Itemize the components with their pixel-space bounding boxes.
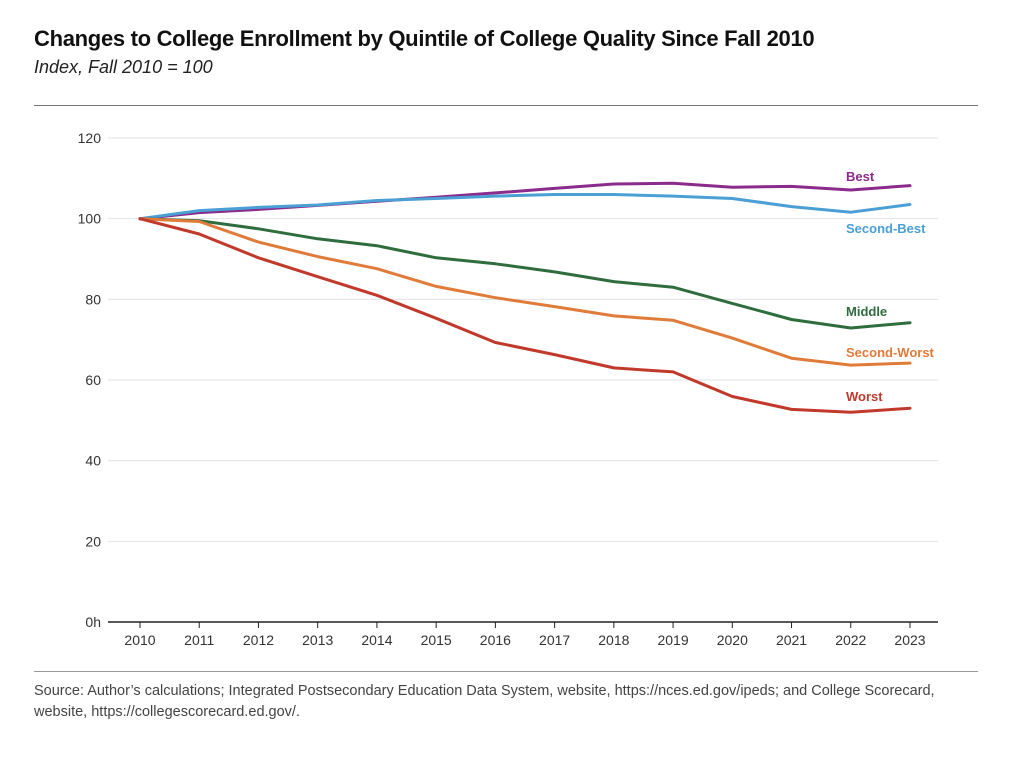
x-tick-label: 2017 — [539, 632, 570, 648]
x-tick-label: 2019 — [657, 632, 688, 648]
y-tick-label: 60 — [85, 372, 101, 388]
x-tick-label: 2015 — [421, 632, 452, 648]
chart-subtitle: Index, Fall 2010 = 100 — [34, 57, 213, 77]
bottom-divider — [34, 671, 978, 672]
y-tick-label: 80 — [85, 291, 101, 307]
x-tick-label: 2016 — [480, 632, 511, 648]
y-tick-label: 40 — [85, 453, 101, 469]
series-label-best: Best — [846, 169, 875, 184]
y-tick-label: 0h — [85, 614, 101, 630]
series-label-second-best: Second-Best — [846, 221, 926, 236]
y-tick-label: 120 — [78, 130, 102, 146]
x-tick-label: 2013 — [302, 632, 333, 648]
y-tick-label: 20 — [85, 533, 101, 549]
source-note: Source: Author’s calculations; Integrate… — [34, 683, 935, 720]
x-tick-label: 2012 — [243, 632, 274, 648]
x-tick-label: 2010 — [124, 632, 155, 648]
chart-title: Changes to College Enrollment by Quintil… — [34, 26, 815, 51]
x-tick-label: 2014 — [361, 632, 392, 648]
x-tick-label: 2022 — [835, 632, 866, 648]
series-line-best — [138, 181, 912, 221]
series-line-middle — [138, 217, 912, 330]
y-tick-label: 100 — [78, 211, 102, 227]
series-label-middle: Middle — [846, 304, 887, 319]
series-line-second-best — [138, 193, 912, 221]
series-label-worst: Worst — [846, 389, 883, 404]
top-divider — [34, 105, 978, 106]
x-tick-label: 2020 — [717, 632, 748, 648]
series-line-second-worst — [138, 217, 912, 367]
x-tick-label: 2011 — [184, 632, 214, 648]
x-tick-label: 2018 — [598, 632, 629, 648]
x-tick-label: 2023 — [894, 632, 925, 648]
series-line-worst — [138, 217, 912, 414]
x-tick-label: 2021 — [776, 632, 807, 648]
series-label-second-worst: Second-Worst — [846, 345, 935, 360]
